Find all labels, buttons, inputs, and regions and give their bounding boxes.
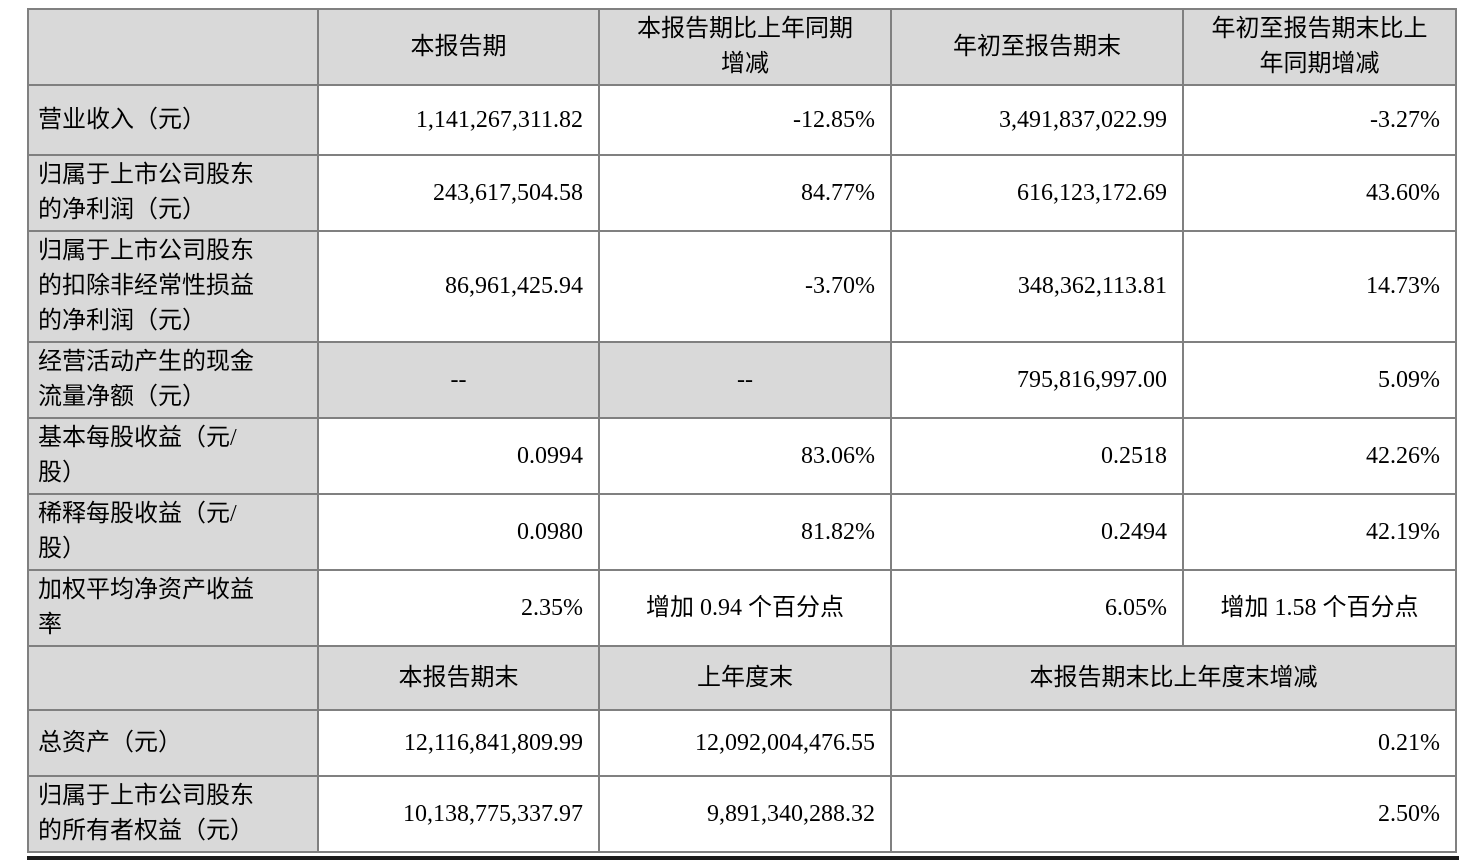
cell-current: 86,961,425.94 <box>317 230 600 343</box>
cell-ytd: 0.2518 <box>890 417 1184 495</box>
row-label: 总资产（元） <box>27 709 319 777</box>
cell-ytd: 616,123,172.69 <box>890 154 1184 232</box>
header-current-period-change: 本报告期比上年同期 增减 <box>598 8 892 86</box>
table-row-basic-eps: 基本每股收益（元/ 股） 0.0994 83.06% 0.2518 42.26% <box>27 417 1457 495</box>
header-current-period: 本报告期 <box>317 8 600 86</box>
cell-ytd: 0.2494 <box>890 493 1184 571</box>
row-label: 归属于上市公司股东 的扣除非经常性损益 的净利润（元） <box>27 230 319 343</box>
table-row-diluted-eps: 稀释每股收益（元/ 股） 0.0980 81.82% 0.2494 42.19% <box>27 493 1457 571</box>
header-ytd-change: 年初至报告期末比上 年同期增减 <box>1182 8 1457 86</box>
table-row-net-profit: 归属于上市公司股东 的净利润（元） 243,617,504.58 84.77% … <box>27 154 1457 232</box>
table-row-equity: 归属于上市公司股东 的所有者权益（元） 10,138,775,337.97 9,… <box>27 775 1457 853</box>
header-period-end-change: 本报告期末比上年度末增减 <box>890 645 1457 711</box>
table-row-weighted-avg-roe: 加权平均净资产收益 率 2.35% 增加 0.94 个百分点 6.05% 增加 … <box>27 569 1457 647</box>
cell-current-change-placeholder: -- <box>598 341 892 419</box>
header-period-end: 本报告期末 <box>317 645 600 711</box>
cell-ytd-change: 5.09% <box>1182 341 1457 419</box>
header-row-period: 本报告期 本报告期比上年同期 增减 年初至报告期末 年初至报告期末比上 年同期增… <box>27 8 1457 86</box>
row-label: 加权平均净资产收益 率 <box>27 569 319 647</box>
key-accounting-data-table: 本报告期 本报告期比上年同期 增减 年初至报告期末 年初至报告期末比上 年同期增… <box>27 8 1457 853</box>
cell-change: 2.50% <box>890 775 1457 853</box>
cell-prior-year-end: 12,092,004,476.55 <box>598 709 892 777</box>
header-ytd: 年初至报告期末 <box>890 8 1184 86</box>
header-stub-cell <box>27 8 319 86</box>
cell-current-change: 83.06% <box>598 417 892 495</box>
cell-ytd-change: -3.27% <box>1182 84 1457 156</box>
row-label: 稀释每股收益（元/ 股） <box>27 493 319 571</box>
cell-current: 2.35% <box>317 569 600 647</box>
table-row-operating-revenue: 营业收入（元） 1,141,267,311.82 -12.85% 3,491,8… <box>27 84 1457 156</box>
cell-current-change: -3.70% <box>598 230 892 343</box>
table-row-total-assets: 总资产（元） 12,116,841,809.99 12,092,004,476.… <box>27 709 1457 777</box>
cell-period-end: 10,138,775,337.97 <box>317 775 600 853</box>
cell-current-change: 84.77% <box>598 154 892 232</box>
cell-ytd-change: 增加 1.58 个百分点 <box>1182 569 1457 647</box>
cell-ytd: 6.05% <box>890 569 1184 647</box>
cell-ytd-change: 42.19% <box>1182 493 1457 571</box>
header-stub-cell-2 <box>27 645 319 711</box>
cell-current-change: 81.82% <box>598 493 892 571</box>
cell-current: 0.0980 <box>317 493 600 571</box>
table-row-operating-cash-flow: 经营活动产生的现金 流量净额（元） -- -- 795,816,997.00 5… <box>27 341 1457 419</box>
table-bottom-rule <box>27 856 1459 860</box>
cell-current-change: 增加 0.94 个百分点 <box>598 569 892 647</box>
cell-current-change: -12.85% <box>598 84 892 156</box>
row-label: 经营活动产生的现金 流量净额（元） <box>27 341 319 419</box>
cell-ytd: 348,362,113.81 <box>890 230 1184 343</box>
header-prior-year-end: 上年度末 <box>598 645 892 711</box>
table-row-net-profit-excl-nonrecurring: 归属于上市公司股东 的扣除非经常性损益 的净利润（元） 86,961,425.9… <box>27 230 1457 343</box>
row-label: 基本每股收益（元/ 股） <box>27 417 319 495</box>
cell-current-placeholder: -- <box>317 341 600 419</box>
cell-ytd: 795,816,997.00 <box>890 341 1184 419</box>
financial-summary-table: 本报告期 本报告期比上年同期 增减 年初至报告期末 年初至报告期末比上 年同期增… <box>27 8 1459 860</box>
cell-current: 243,617,504.58 <box>317 154 600 232</box>
cell-ytd-change: 43.60% <box>1182 154 1457 232</box>
cell-change: 0.21% <box>890 709 1457 777</box>
cell-ytd-change: 14.73% <box>1182 230 1457 343</box>
cell-period-end: 12,116,841,809.99 <box>317 709 600 777</box>
row-label: 归属于上市公司股东 的净利润（元） <box>27 154 319 232</box>
row-label: 营业收入（元） <box>27 84 319 156</box>
cell-ytd: 3,491,837,022.99 <box>890 84 1184 156</box>
cell-prior-year-end: 9,891,340,288.32 <box>598 775 892 853</box>
cell-current: 0.0994 <box>317 417 600 495</box>
header-row-balance: 本报告期末 上年度末 本报告期末比上年度末增减 <box>27 645 1457 711</box>
cell-current: 1,141,267,311.82 <box>317 84 600 156</box>
cell-ytd-change: 42.26% <box>1182 417 1457 495</box>
row-label: 归属于上市公司股东 的所有者权益（元） <box>27 775 319 853</box>
